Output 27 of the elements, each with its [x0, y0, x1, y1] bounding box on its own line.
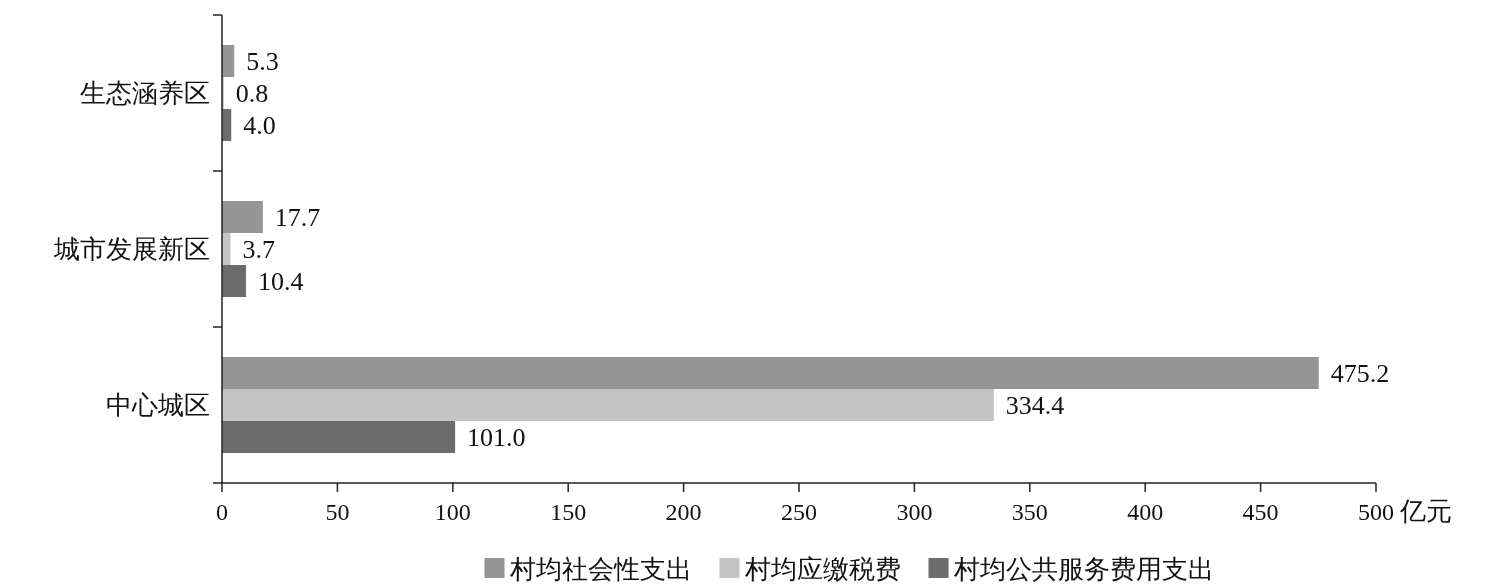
x-tick-label: 0: [216, 499, 228, 525]
data-label: 17.7: [274, 203, 321, 232]
x-axis-title: 亿元: [1399, 497, 1452, 526]
y-tick-label: 生态涵养区: [80, 79, 210, 108]
data-label: 5.3: [246, 47, 279, 76]
data-label: 101.0: [467, 423, 526, 452]
y-tick-label: 城市发展新区: [53, 235, 210, 264]
legend-label: 村均社会性支出: [508, 555, 692, 584]
data-label: 3.7: [242, 235, 276, 264]
legend-label: 村均应缴税费: [743, 555, 901, 584]
x-tick-label: 400: [1127, 499, 1164, 525]
x-tick-label: 200: [665, 499, 702, 525]
x-tick-label: 250: [781, 499, 817, 525]
data-label: 334.4: [1005, 391, 1065, 420]
x-tick-label: 50: [325, 499, 350, 525]
x-tick-label: 100: [434, 499, 471, 525]
x-tick-label: 350: [1011, 499, 1048, 525]
x-tick-label: 150: [550, 499, 587, 525]
data-label: 475.2: [1330, 359, 1390, 388]
data-label: 4.0: [243, 111, 276, 140]
x-tick-label: 500: [1358, 499, 1394, 525]
data-label: 10.4: [258, 267, 304, 296]
data-label: 0.8: [235, 79, 269, 108]
legend-label: 村均公共服务费用支出: [952, 555, 1214, 584]
x-tick-label: 450: [1242, 499, 1279, 525]
y-tick-label: 中心城区: [106, 391, 210, 420]
x-tick-label: 300: [896, 499, 933, 525]
